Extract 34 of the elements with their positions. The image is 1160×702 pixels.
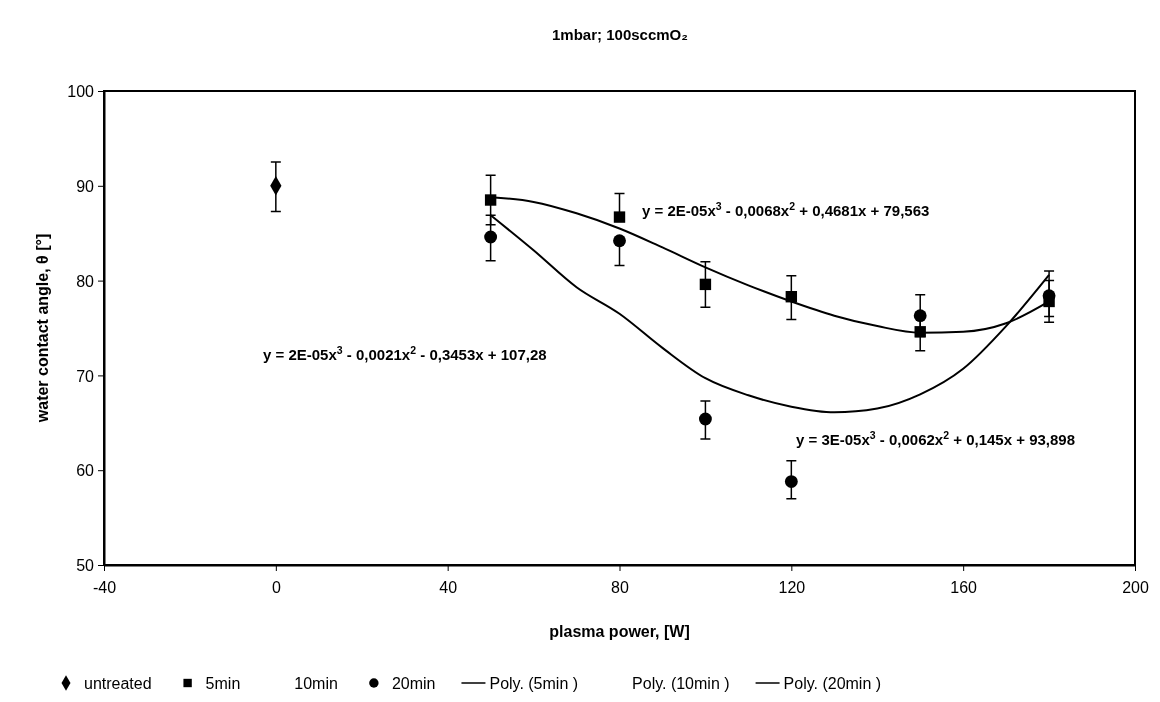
text: 10min [294, 674, 338, 692]
point [784, 475, 798, 488]
point [698, 412, 712, 426]
chart-title: 1mbar; 100sccmO₂ [552, 26, 688, 43]
legend-label: Poly. (5min ) [489, 674, 579, 692]
x-tick-label: 0 [271, 579, 281, 597]
x-tick-label: 80 [611, 579, 629, 597]
x-tick-label: -40 [92, 579, 117, 597]
x-tick-label: 160 [950, 579, 978, 597]
annotation: y = 2E-05x$^{3}$ - 0,0021x$^{2}$ - 0,3453x + 107,28 [263, 344, 547, 364]
point [613, 211, 626, 223]
legend-label: 5min [205, 674, 241, 692]
x-tick-label: 120 [778, 579, 806, 597]
point [699, 278, 712, 291]
y-tick-label: 60 [76, 462, 95, 480]
y-axis-title: water contact angle, θ [°] [34, 233, 51, 424]
y-tick-label: 90 [76, 177, 95, 195]
legend-label: 20min [391, 674, 436, 692]
y-tick-label: 70 [76, 367, 95, 385]
point [484, 194, 497, 206]
point [913, 309, 927, 323]
point [484, 230, 498, 244]
annotation: y = 3E-05x$^{3}$ - 0,0062x$^{2}$ + 0,145x + 93,898 [796, 429, 1076, 449]
y-tick-label: 80 [76, 272, 95, 290]
x-axis-title: plasma power, [W] [549, 623, 690, 640]
y-tick-label: 50 [76, 557, 95, 575]
x-tick-label: 200 [1122, 579, 1149, 597]
x-tick-label: 40 [439, 579, 458, 597]
legend-label: Poly. (20min ) [783, 674, 882, 692]
annotation: y = 2E-05x$^{3}$ - 0,0068x$^{2}$ + 0,4681x + 79,563 [642, 200, 930, 220]
legend-label: untreated [84, 674, 152, 692]
point [613, 234, 626, 248]
y-tick-label: 100 [67, 83, 95, 101]
text: Poly. (10min ) [632, 674, 730, 692]
